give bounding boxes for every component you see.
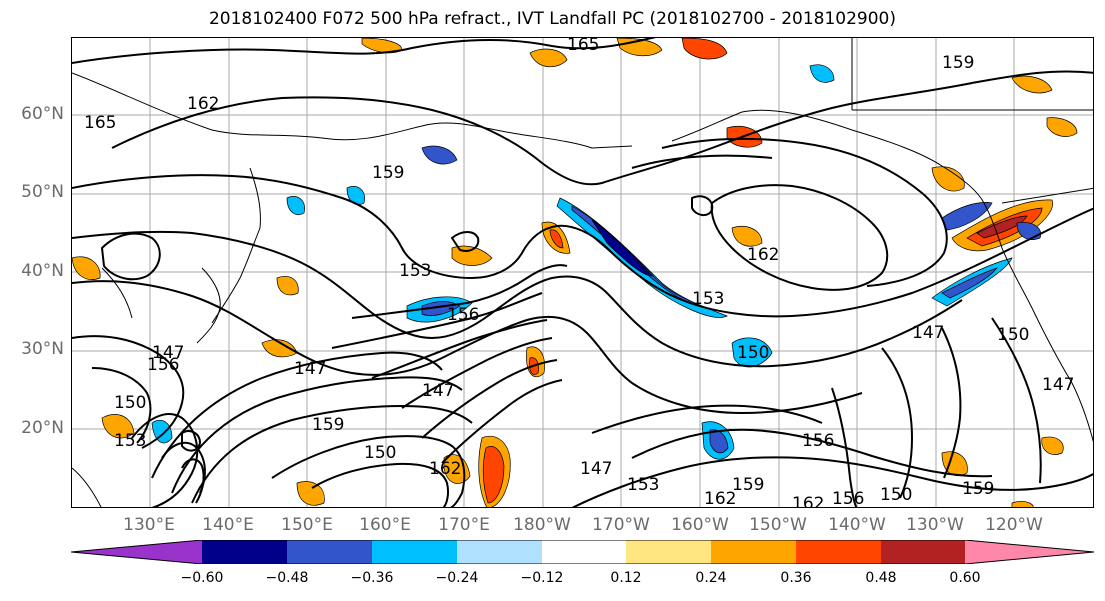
contour-label: 159 [372,163,404,183]
colorbar [71,540,1094,564]
contour-label: 153 [399,261,431,281]
lon-label-160e: 160°E [359,515,411,535]
colorbar-segment [711,540,796,564]
refractivity-anomaly-shading [72,38,1078,507]
map-panel[interactable]: 165 162 159 165 153 156 147 159 153 162 … [71,37,1094,508]
colorbar-tick: −0.36 [350,570,394,586]
colorbar-segment [372,540,457,564]
contour-label: 165 [84,113,116,133]
lat-label-60n: 60°N [21,104,64,124]
contour-label: 147 [580,459,612,479]
colorbar-segment [965,540,1094,564]
contour-label: 147 [912,323,944,343]
colorbar-tick: −0.12 [520,570,564,586]
lat-label-50n: 50°N [21,182,64,202]
lon-label-120w: 120°W [985,515,1043,535]
contour-label: 150 [364,443,396,463]
contour-label: 165 [567,38,599,55]
contour-label: 156 [802,431,834,451]
colorbar-segment [202,540,287,564]
colorbar-segment [626,540,711,564]
colorbar-tick: 0.60 [949,570,981,586]
contour-label: 150 [880,485,912,505]
lon-label-130e: 130°E [123,515,175,535]
contour-label: 159 [942,53,974,73]
contour-label: 147 [152,343,184,363]
lon-label-140e: 140°E [202,515,254,535]
contour-label: 162 [429,459,461,479]
contour-label: 153 [627,475,659,495]
lat-label-40n: 40°N [21,261,64,281]
coastlines [72,38,1093,507]
lon-label-150e: 150°E [281,515,333,535]
contour-label: 147 [294,359,326,379]
contour-label: 156 [147,355,179,375]
colorbar-tick: −0.48 [265,570,309,586]
colorbar-tick: −0.24 [435,570,479,586]
contour-label: 150 [997,325,1029,345]
colorbar-segment [796,540,881,564]
colorbar-tick: 0.48 [865,570,897,586]
contour-label: 153 [114,431,146,451]
colorbar-segment [287,540,372,564]
contour-label: 162 [747,245,779,265]
lon-label-130w: 130°W [906,515,964,535]
colorbar-tick: 0.36 [780,570,812,586]
contour-label: 162 [704,489,736,508]
colorbar-segment [457,540,542,564]
contour-label: 162 [792,494,824,508]
contour-label: 162 [187,94,219,114]
contour-labels: 165 162 159 165 153 156 147 159 153 162 … [84,38,1074,508]
lon-label-170e: 170°E [438,515,490,535]
lon-label-140w: 140°W [828,515,886,535]
contour-label: 156 [447,305,479,325]
colorbar-tick: 0.12 [610,570,642,586]
lon-label-160w: 160°W [671,515,729,535]
contour-label: 147 [1042,375,1074,395]
lon-label-170w: 170°W [592,515,650,535]
colorbar-tick: 0.24 [695,570,727,586]
contour-label: 156 [832,489,864,508]
colorbar-segment [71,540,202,564]
graticule [72,38,1093,507]
contour-label: 147 [422,381,454,401]
colorbar-tick: −0.60 [180,570,224,586]
height-contours [72,38,1093,507]
contour-label: 150 [114,393,146,413]
map-canvas: 165 162 159 165 153 156 147 159 153 162 … [72,38,1093,508]
lon-label-150w: 150°W [749,515,807,535]
contour-label: 159 [732,475,764,495]
contour-label: 159 [962,479,994,499]
lat-label-30n: 30°N [21,339,64,359]
colorbar-segment [881,540,965,564]
plot-title: 2018102400 F072 500 hPa refract., IVT La… [208,9,896,29]
lon-label-180w: 180°W [513,515,571,535]
contour-label: 159 [312,415,344,435]
colorbar-segment [542,540,626,564]
contour-label: 153 [692,289,724,309]
contour-label: 150 [737,343,769,363]
lat-label-20n: 20°N [21,418,64,438]
